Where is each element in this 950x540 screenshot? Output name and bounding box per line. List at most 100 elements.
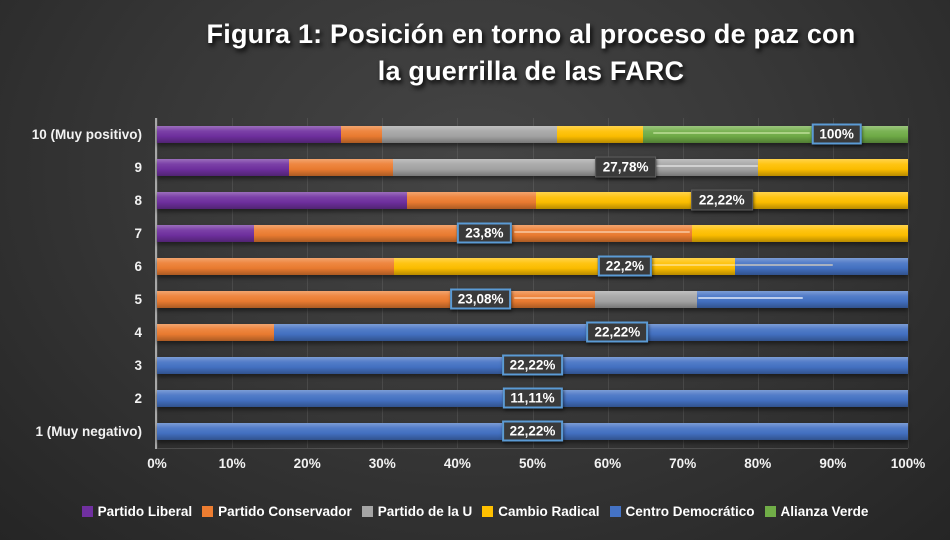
data-label-callout: 27,78% [594,156,657,178]
legend-label-centro_democratico: Centro Democrático [625,503,755,519]
bar-row: 22,2% [157,250,908,283]
gridline [757,118,759,448]
category-label: 8 [134,193,142,208]
bar-segment-partido_de_la_u [392,159,758,176]
bar-segment-partido_de_la_u [381,126,557,143]
bar-segment-cambio_radical [757,159,908,176]
stacked-bar [157,291,908,308]
legend-item-partido_conservador: Partido Conservador [202,504,352,519]
data-label-callout: 11,11% [502,387,563,409]
x-tick-label: 10% [218,456,246,471]
label-leader-line [513,231,691,233]
data-label-callout: 22,22% [586,321,649,343]
bar-segment-partido_liberal [157,126,341,143]
category-label: 3 [134,358,142,373]
bar-row: 11,11% [157,382,908,415]
bar-segment-partido_conservador [289,159,393,176]
x-tick-label: 70% [669,456,697,471]
bar-row: 22,22% [157,184,908,217]
bar-row: 22,22% [157,349,908,382]
bar-segment-centro_democratico [734,258,908,275]
bar-row: 22,22% [157,415,908,448]
y-axis-category-labels: 10 (Muy positivo) 9 8 7 6 5 4 3 2 1 (Muy negativo… [0,118,148,448]
data-label-callout: 100% [811,123,862,145]
category-label: 2 [134,391,142,406]
category-label: 7 [134,226,142,241]
bar-segment-partido_conservador [407,192,537,209]
category-label: 4 [134,325,142,340]
legend-label-partido_liberal: Partido Liberal [97,503,193,519]
gridline [832,118,834,448]
legend-swatch-alianza_verde [764,505,776,517]
legend-label-partido_conservador: Partido Conservador [218,503,352,519]
gridline [307,118,309,448]
label-leader-line [648,264,736,266]
bar-segment-cambio_radical [393,258,735,275]
bar-segment-partido_conservador [340,126,382,143]
gridline [157,118,158,448]
bar-row: 100% [157,118,908,151]
data-label-callout: 22,22% [501,420,564,442]
gridline [607,118,609,448]
data-label-callout: 22,22% [690,189,753,211]
label-leader-line [513,297,593,299]
data-label-callout: 23,8% [457,222,512,244]
label-leader-line [652,132,811,134]
label-leader-line [656,165,758,167]
label-leader-line [735,264,833,266]
stacked-bar [157,126,908,143]
label-leader-line [697,297,803,299]
gridline [908,118,909,448]
x-tick-label: 60% [594,456,622,471]
gridline [382,118,384,448]
legend-label-partido_de_la_u: Partido de la U [377,503,473,519]
bar-segment-partido_liberal [157,225,254,242]
legend-item-partido_de_la_u: Partido de la U [361,503,473,519]
category-label: 5 [134,292,142,307]
legend-item-centro_democratico: Centro Democrático [609,503,755,519]
y-axis-line [155,118,157,449]
stacked-bar [157,225,908,242]
gridline [232,118,234,448]
stacked-bar [157,192,908,209]
gridline [532,118,534,448]
x-tick-label: 50% [518,456,547,471]
gridline [682,118,684,448]
bar-segment-partido_liberal [157,192,408,209]
data-label-callout: 22,2% [597,255,652,277]
x-tick-label: 40% [443,456,471,471]
x-tick-label: 30% [368,456,396,471]
legend-label-cambio_radical: Cambio Radical [498,503,600,519]
chart-title-line-2: la guerrilla de las FARC [377,56,685,86]
legend-swatch-cambio_radical [482,505,494,517]
category-label: 1 (Muy negativo) [35,424,142,439]
bar-segment-partido_liberal [157,159,290,176]
bar-row: 23,08% [157,283,908,316]
x-axis-tick-labels: 0% 10% 20% 30% 40% 50% 60% 70% 80% 90% 100% [147,456,925,476]
bar-segment-cambio_radical [692,225,908,242]
legend-swatch-partido_conservador [202,505,214,517]
bar-row: 23,8% [157,217,908,250]
bar-row: 27,78% [157,151,908,184]
x-tick-label: 20% [293,456,321,471]
category-label: 10 (Muy positivo) [31,127,142,142]
category-label: 9 [134,160,142,175]
gridline [457,118,459,448]
bar-row: 22,22% [157,316,908,349]
x-tick-label: 0% [147,456,167,471]
plot-area: 100% 27,78% 22,22% 23,8% 22,2% 23,08% 22,22% 22… [155,118,909,449]
bar-segment-centro_democratico [696,291,908,308]
legend-swatch-partido_de_la_u [361,505,373,517]
bar-segment-alianza_verde [642,126,908,143]
chart-title: Figura 1: Posición en torno al proceso d… [120,16,942,90]
stacked-bar [157,324,908,341]
bar-segment-partido_conservador [157,258,394,275]
legend-swatch-centro_democratico [609,505,621,517]
bar-segment-cambio_radical [556,126,643,143]
chart-title-line-1: Figura 1: Posición en torno al proceso d… [206,19,856,49]
stacked-bar [157,159,908,176]
legend: Partido Liberal Partido Conservador Partid… [0,499,950,523]
bar-segment-partido_conservador [157,291,595,308]
legend-item-alianza_verde: Alianza Verde [764,504,868,519]
category-label: 6 [134,259,142,274]
